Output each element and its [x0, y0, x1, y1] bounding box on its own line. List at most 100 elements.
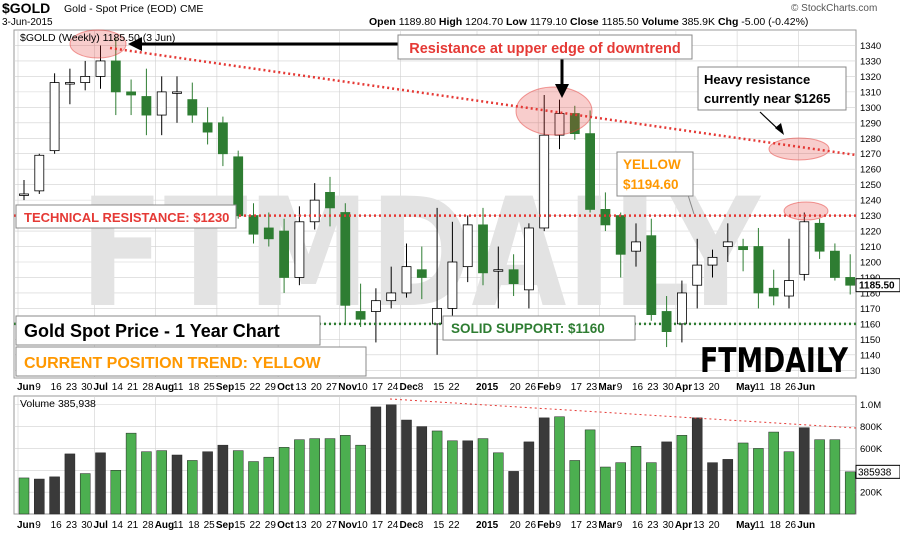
candle-body	[615, 215, 626, 255]
candle-body	[370, 300, 381, 312]
candle-body	[738, 246, 748, 251]
volume-bar	[508, 471, 519, 515]
x-tick-label: Jun	[17, 520, 35, 531]
x-tick-label: 10	[357, 382, 369, 393]
candle-body	[631, 241, 641, 252]
volume-bar	[263, 456, 275, 515]
candle-body	[34, 154, 45, 192]
candle-body	[753, 246, 764, 294]
candle-body	[19, 193, 29, 196]
chart-date: 3-Jun-2015	[2, 17, 53, 28]
volume-bar	[768, 431, 779, 515]
candle	[126, 79, 136, 116]
price-tick-label: 1270	[860, 149, 881, 160]
volume-bar	[829, 439, 841, 515]
symbol: $GOLD	[2, 0, 51, 16]
candle	[309, 183, 320, 230]
x-tick-label: 18	[188, 382, 200, 393]
x-tick-label: 30	[81, 520, 93, 531]
price-tick-label: 1200	[860, 258, 881, 269]
x-tick-label: 20	[311, 520, 323, 531]
volume-bar	[401, 419, 412, 515]
x-tick-label: 8	[418, 382, 424, 393]
x-tick-label: 16	[51, 382, 63, 393]
candle-body	[493, 269, 504, 272]
stockcharts-watermark: © StockCharts.com	[791, 3, 878, 14]
volume-bar	[569, 460, 581, 515]
price-tick-label: 1340	[860, 41, 881, 52]
candle-body	[432, 307, 443, 325]
volume-bar	[431, 430, 443, 515]
ohlc-summary: Open 1189.80 High 1204.70 Low 1179.10 Cl…	[369, 16, 808, 28]
candle	[447, 221, 458, 321]
candle-body	[187, 99, 198, 116]
trend-label: CURRENT POSITION TREND: YELLOW	[24, 355, 321, 372]
solid-support-label: SOLID SUPPORT: $1160	[451, 321, 605, 336]
x-tick-label: 27	[326, 382, 338, 393]
high-label: High	[438, 16, 463, 28]
x-tick-label: Jun	[797, 382, 815, 393]
x-tick-label: 15	[234, 520, 246, 531]
x-tick-label: 15	[433, 382, 445, 393]
volume-label: Volume	[641, 16, 679, 28]
x-tick-label: 11	[173, 520, 184, 531]
candle-body	[309, 199, 320, 223]
x-tick-label: Nov	[338, 382, 357, 393]
candle	[753, 227, 764, 309]
volume-tick-label: 200K	[860, 488, 883, 499]
candle-body	[248, 215, 259, 235]
candle	[631, 223, 641, 267]
candle	[65, 68, 75, 105]
volume-bar	[95, 452, 106, 515]
x-tick-label: 22	[448, 382, 460, 393]
volume-bar	[538, 417, 550, 515]
volume-bar	[661, 441, 672, 515]
x-tick-label: 10	[357, 520, 369, 531]
x-tick-label: 22	[250, 520, 262, 531]
volume-bar	[34, 478, 45, 515]
x-tick-label: Apr	[675, 520, 692, 531]
candle	[845, 254, 856, 295]
candle	[156, 76, 167, 136]
volume-bar	[477, 438, 489, 515]
x-tick-label: Oct	[277, 382, 294, 393]
x-tick-label: 15	[433, 520, 445, 531]
candle	[172, 76, 182, 123]
candle-body	[217, 122, 228, 155]
x-tick-label: 9	[556, 382, 562, 393]
price-tick-label: 1130	[860, 366, 880, 377]
volume-tick-label: 800K	[860, 422, 883, 433]
price-tick-label: 1310	[860, 87, 881, 98]
volume-bar	[294, 439, 305, 515]
downtrend-line	[109, 46, 857, 157]
x-tick-label: May	[736, 382, 756, 393]
solid-support-box	[442, 315, 636, 341]
volume-bar	[554, 416, 565, 515]
candle-body	[202, 122, 213, 133]
volume-bar	[340, 435, 351, 515]
candle	[386, 266, 397, 309]
candle-body	[600, 209, 611, 226]
candle-body	[692, 264, 703, 286]
title-box	[15, 315, 321, 346]
volume-bar	[248, 461, 259, 515]
x-tick-label: 25	[204, 382, 216, 393]
last-price-tag: 1185.50	[855, 278, 900, 293]
x-tick-label: Oct	[277, 520, 294, 531]
x-tick-label: Sep	[216, 520, 234, 531]
candle-body	[110, 60, 121, 93]
price-tick-label: 1180	[860, 288, 880, 299]
volume-bar	[737, 442, 749, 515]
volume-bar	[600, 466, 611, 515]
price-tick-label: 1320	[860, 72, 881, 83]
candle-body	[233, 156, 244, 216]
volume-axis: 200K400K600K800K1.0M	[860, 400, 883, 498]
candle	[661, 296, 672, 348]
volume-bar	[844, 471, 856, 515]
volume-bar	[355, 444, 366, 515]
candle-body	[569, 113, 580, 135]
candle-body	[340, 212, 351, 306]
x-tick-label: 9	[35, 382, 41, 393]
candle-body	[661, 311, 672, 333]
